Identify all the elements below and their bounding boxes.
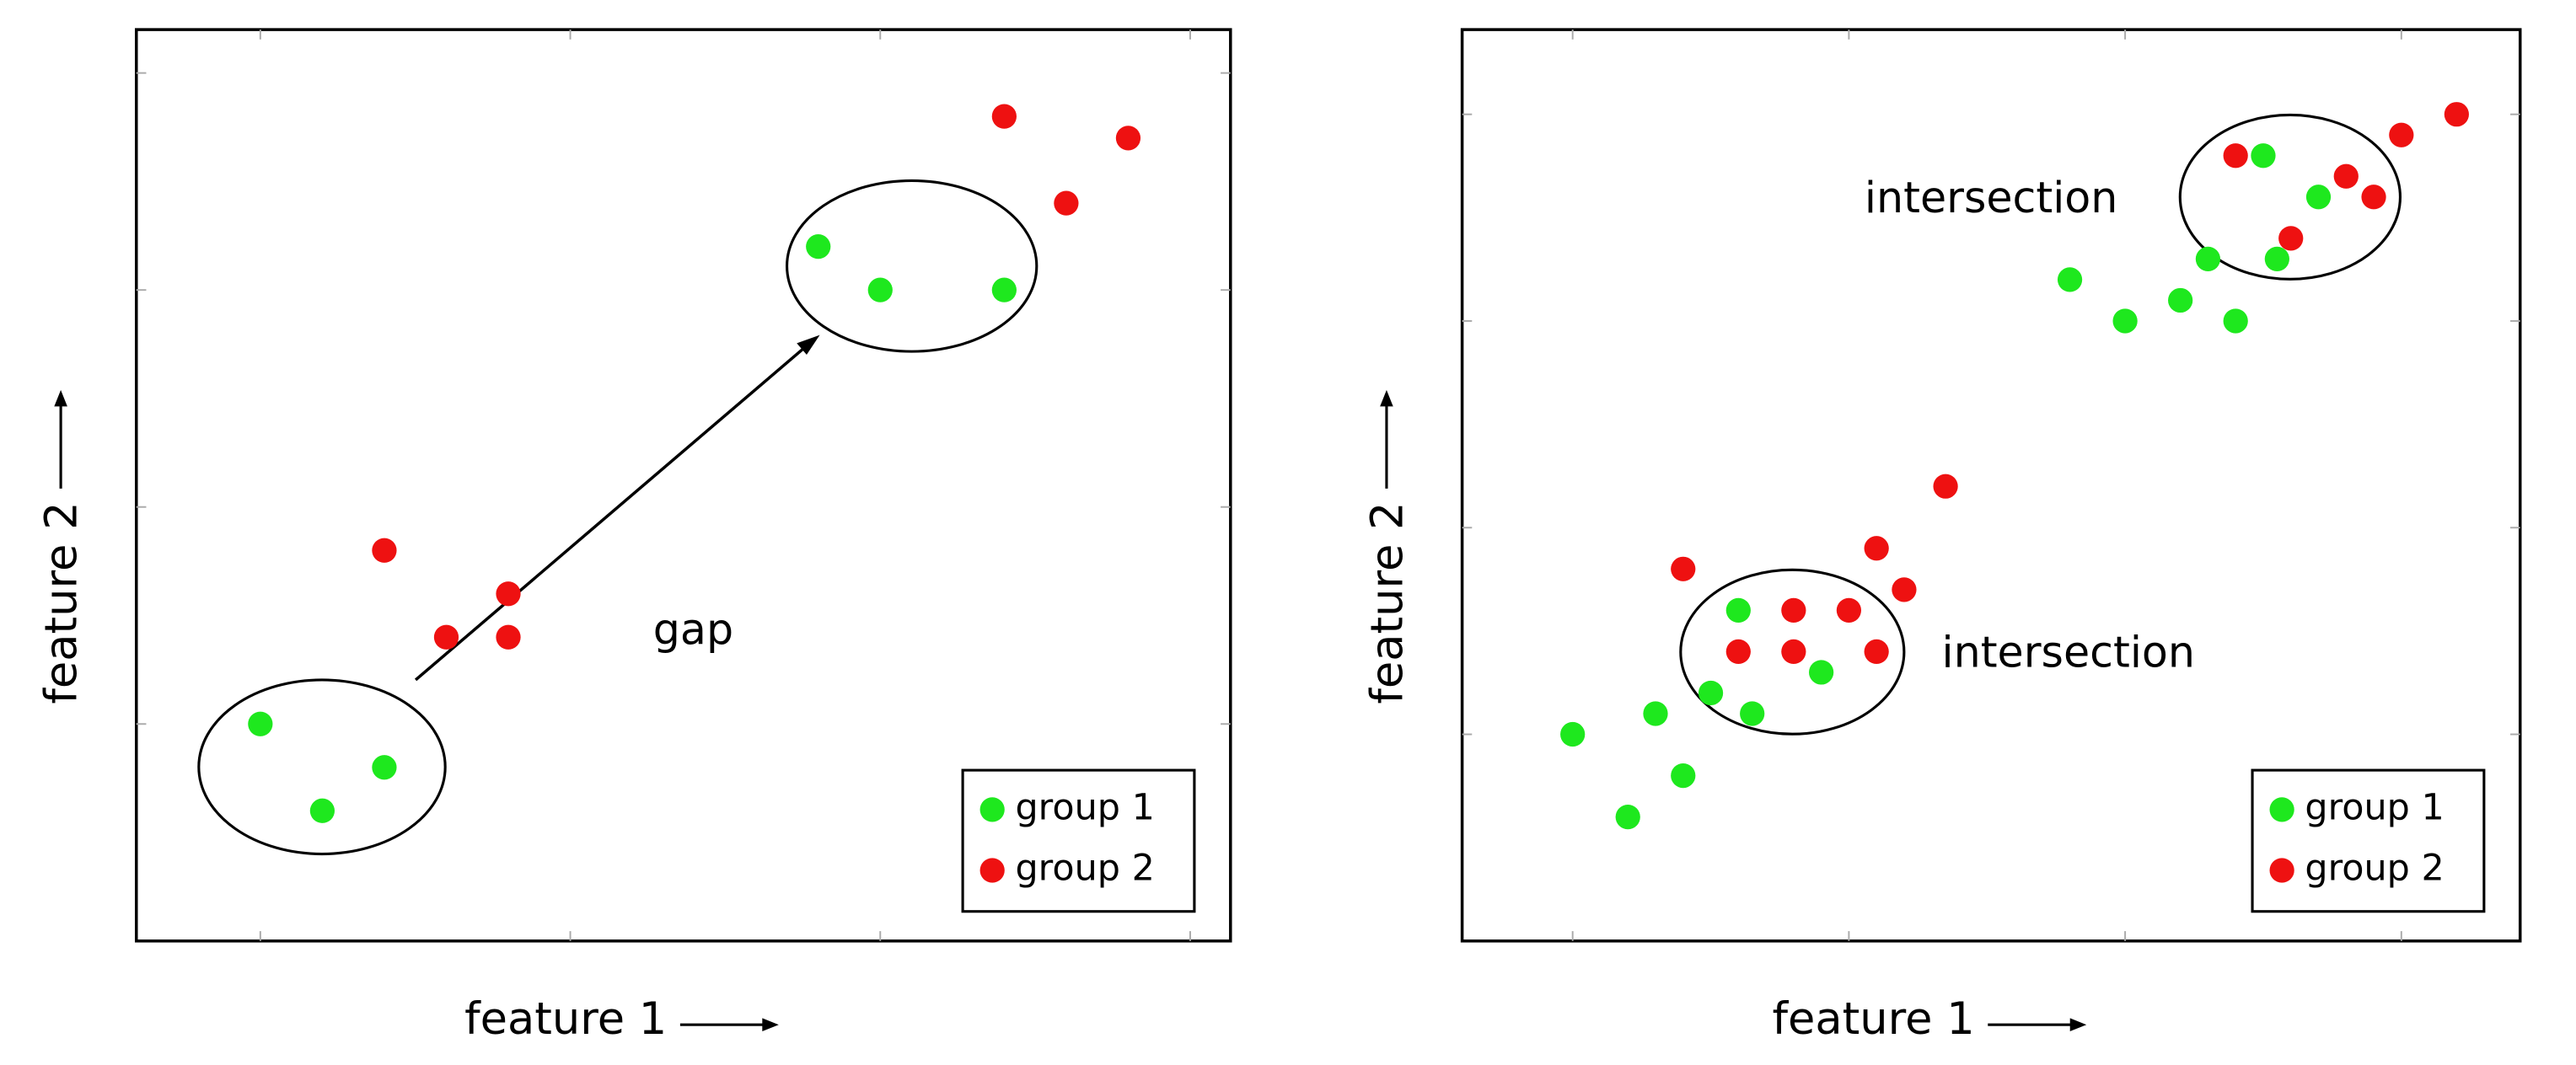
point bbox=[1809, 660, 1834, 685]
legend-label: group 1 bbox=[1015, 786, 1154, 828]
plot-frame bbox=[1460, 28, 2522, 943]
gap-arrow bbox=[414, 340, 813, 682]
axis-arrow-head bbox=[762, 1018, 779, 1032]
point bbox=[806, 234, 831, 260]
legend-swatch bbox=[979, 797, 1005, 822]
legend-box bbox=[961, 768, 1196, 913]
point bbox=[2444, 102, 2469, 127]
point bbox=[372, 755, 397, 780]
x-axis-label: feature 1 bbox=[464, 993, 667, 1045]
point bbox=[1892, 577, 1917, 602]
cluster-ellipse bbox=[2178, 113, 2402, 281]
point bbox=[1740, 701, 1765, 726]
point bbox=[1560, 721, 1586, 747]
point bbox=[1671, 556, 1696, 581]
point bbox=[1836, 597, 1862, 623]
plot-frame bbox=[135, 28, 1232, 943]
legend-swatch bbox=[2269, 797, 2294, 822]
point bbox=[372, 538, 397, 563]
point bbox=[2223, 308, 2248, 334]
legend-label: group 1 bbox=[2305, 786, 2444, 828]
x-axis-label: feature 1 bbox=[1773, 993, 1975, 1045]
point bbox=[1864, 639, 1889, 665]
point bbox=[2361, 185, 2386, 210]
legend-label: group 2 bbox=[1015, 848, 1154, 890]
axis-arrow-head bbox=[1380, 389, 1393, 407]
legend-box bbox=[2251, 768, 2486, 913]
cluster-ellipse bbox=[786, 179, 1038, 353]
point bbox=[1671, 763, 1696, 789]
point bbox=[2112, 308, 2138, 334]
point bbox=[2251, 143, 2276, 169]
point bbox=[1781, 639, 1806, 665]
point bbox=[1643, 701, 1668, 726]
point bbox=[1725, 639, 1751, 665]
point bbox=[1864, 536, 1889, 561]
point bbox=[2305, 185, 2332, 210]
point bbox=[2389, 122, 2414, 147]
point bbox=[1698, 680, 1724, 706]
legend-label: group 2 bbox=[2305, 848, 2444, 890]
point bbox=[1725, 597, 1751, 623]
point bbox=[1615, 805, 1640, 830]
legend-swatch bbox=[979, 858, 1005, 883]
arrow-head bbox=[797, 334, 820, 356]
point bbox=[1781, 597, 1806, 623]
point bbox=[867, 277, 893, 302]
point bbox=[1054, 190, 1079, 216]
point bbox=[1933, 474, 1958, 499]
point bbox=[309, 798, 335, 823]
chart: feature 1 feature 2 bbox=[1361, 28, 2522, 1045]
point bbox=[991, 277, 1017, 302]
point bbox=[496, 624, 521, 650]
point bbox=[496, 581, 521, 607]
point bbox=[2168, 287, 2193, 313]
point bbox=[2333, 163, 2359, 189]
point bbox=[248, 711, 273, 736]
axis-arrow-head bbox=[54, 389, 67, 407]
cluster-ellipse bbox=[197, 678, 447, 856]
legend-swatch bbox=[2269, 858, 2294, 883]
chart: feature 1 feature 2 bbox=[36, 28, 1232, 1045]
point bbox=[433, 624, 459, 650]
point bbox=[2264, 246, 2289, 272]
annotation: gap bbox=[653, 604, 733, 654]
annotation: intersection bbox=[1942, 628, 2195, 677]
point bbox=[2057, 267, 2083, 292]
y-axis-label: feature 2 bbox=[36, 501, 88, 704]
point bbox=[2278, 226, 2304, 251]
axis-arrow-head bbox=[2069, 1018, 2087, 1032]
annotation: intersection bbox=[1865, 173, 2117, 222]
point bbox=[991, 104, 1017, 129]
point bbox=[1115, 126, 1141, 151]
y-axis-label: feature 2 bbox=[1361, 501, 1413, 704]
point bbox=[2223, 143, 2248, 169]
cluster-ellipse bbox=[1679, 568, 1906, 736]
point bbox=[2195, 246, 2221, 272]
